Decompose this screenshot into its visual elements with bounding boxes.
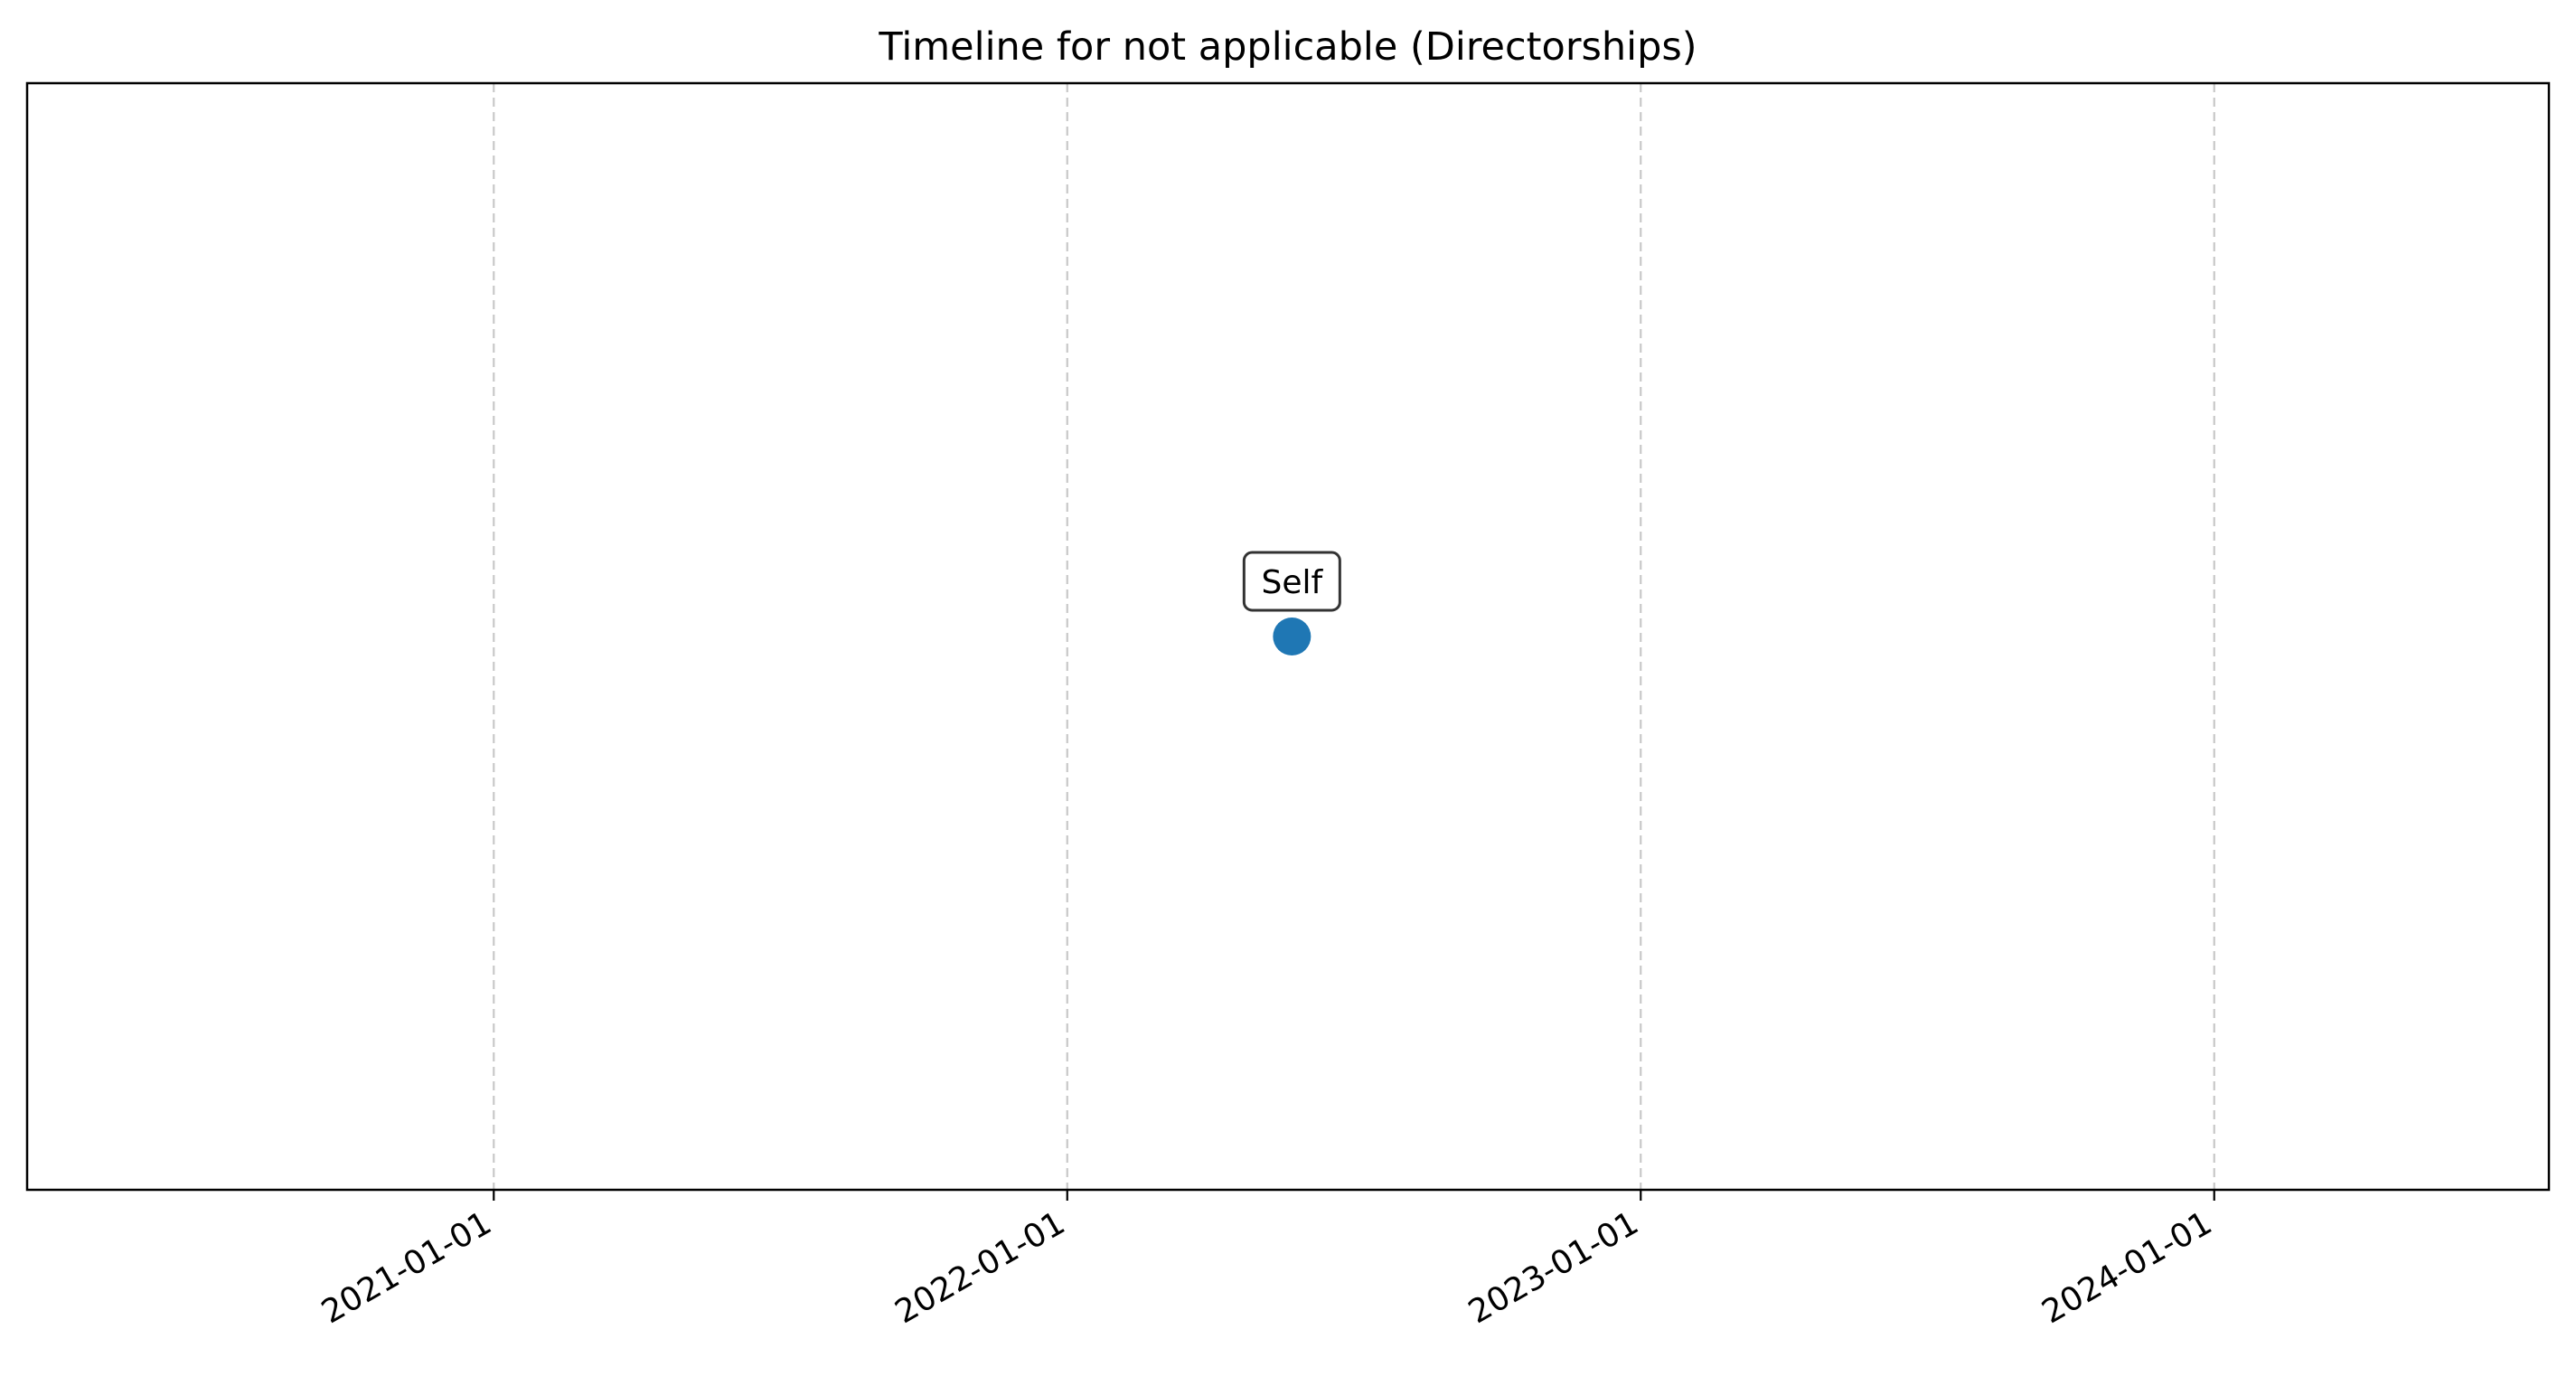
data-points: Self [1242, 551, 1341, 655]
grid-lines [493, 83, 2215, 1190]
point-label: Self [1242, 551, 1341, 612]
chart-title: Timeline for not applicable (Directorshi… [878, 24, 1697, 70]
point-label-text: Self [1262, 564, 1324, 601]
x-axis-ticks [493, 1190, 2215, 1201]
plot-area-frame [25, 81, 2551, 1192]
point-label-box [1242, 551, 1341, 612]
data-point [1273, 618, 1312, 655]
